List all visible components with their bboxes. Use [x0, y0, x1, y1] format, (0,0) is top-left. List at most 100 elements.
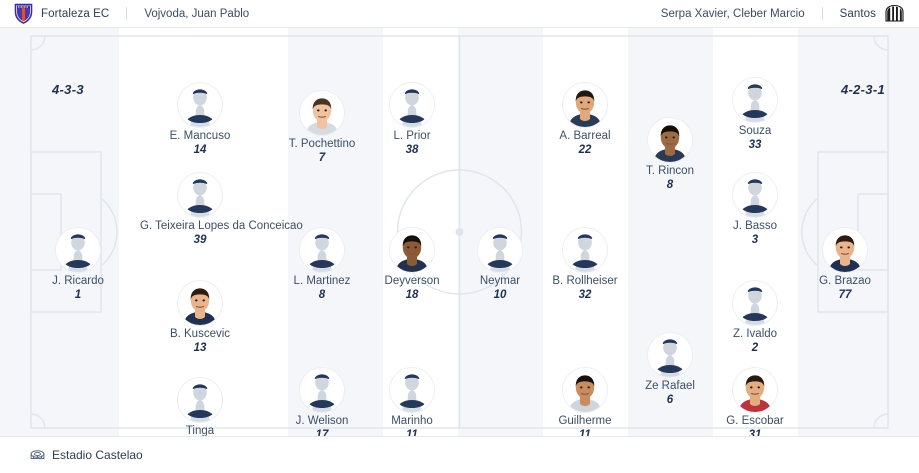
player-number: 11	[579, 429, 591, 436]
player-silhouette-icon	[733, 173, 777, 217]
player-name: L. Martinez	[293, 275, 351, 287]
player-card[interactable]: Ze Rafael 6	[610, 333, 730, 407]
player-name: B. Kuscevic	[169, 328, 231, 340]
player-name: T. Rincon	[646, 165, 694, 177]
player-card[interactable]: E. Mancuso 14	[140, 83, 260, 157]
player-card[interactable]: Guilherme 11	[525, 368, 645, 436]
player-name: G. Escobar	[726, 415, 784, 427]
player-name: Tinga	[185, 425, 215, 436]
player-number: 8	[318, 289, 326, 301]
player-photo	[563, 83, 607, 127]
header-divider-left	[126, 7, 128, 20]
player-silhouette-icon	[390, 368, 434, 412]
player-number: 38	[405, 144, 419, 156]
player-number: 2	[751, 342, 759, 354]
player-silhouette-icon	[648, 333, 692, 377]
player-name: Z. Ivaldo	[732, 328, 778, 340]
home-coach-name: Vojvoda, Juan Pablo	[144, 7, 250, 20]
santos-crest-icon	[884, 4, 905, 23]
player-card[interactable]: B. Rollheiser 32	[525, 228, 645, 302]
player-name: Ze Rafael	[645, 380, 695, 392]
player-name: Marinho	[391, 415, 433, 427]
player-number: 18	[405, 289, 419, 301]
player-name: Guilherme	[558, 415, 612, 427]
player-card[interactable]: B. Kuscevic 13	[140, 281, 260, 355]
home-team-name: Fortaleza EC	[41, 7, 110, 20]
player-card[interactable]: T. Pochettino 7	[262, 91, 382, 165]
player-photo	[390, 228, 434, 272]
player-card[interactable]: J. Basso 3	[695, 173, 815, 247]
player-number: 1	[74, 289, 82, 301]
player-card[interactable]: Neymar 10	[440, 228, 560, 302]
player-photo	[178, 281, 222, 325]
away-team-name: Santos	[839, 7, 876, 20]
player-number: 32	[578, 289, 592, 301]
player-silhouette-icon	[300, 228, 344, 272]
player-card[interactable]: T. Rincon 8	[610, 118, 730, 192]
player-name: J. Ricardo	[52, 275, 104, 287]
player-number: 10	[493, 289, 507, 301]
player-card[interactable]: G. Teixeira Lopes da Conceicao 39	[140, 173, 303, 247]
player-card[interactable]: Souza 33	[695, 78, 815, 152]
away-coach-name: Serpa Xavier, Cleber Marcio	[660, 7, 805, 20]
pitch: 4-3-3 4-2-3-1 J. Ricardo 1 E. Mancuso 14 G. …	[0, 28, 919, 436]
player-name: A. Barreal	[559, 130, 611, 142]
player-silhouette-icon	[56, 228, 100, 272]
venue-name: Estadio Castelao	[52, 448, 143, 462]
player-name: G. Brazao	[819, 275, 871, 287]
player-silhouette-icon	[300, 368, 344, 412]
lineup-header: Fortaleza EC Vojvoda, Juan Pablo Serpa X…	[0, 0, 919, 28]
player-number: 8	[666, 179, 674, 191]
venue-bar: Estadio Castelao	[0, 436, 919, 473]
player-number: 6	[666, 394, 674, 406]
player-card[interactable]: G. Escobar 31	[695, 368, 815, 436]
player-number: 13	[193, 342, 207, 354]
player-photo	[563, 368, 607, 412]
fortaleza-crest-icon	[14, 3, 33, 24]
player-name: J. Welison	[295, 415, 349, 427]
player-card[interactable]: J. Welison 17	[262, 368, 382, 436]
player-photo	[300, 91, 344, 135]
player-card[interactable]: L. Prior 38	[352, 83, 472, 157]
player-name: G. Teixeira Lopes da Conceicao	[140, 220, 303, 232]
player-card[interactable]: Deyverson 18	[352, 228, 472, 302]
player-silhouette-icon	[178, 173, 222, 217]
player-card[interactable]: A. Barreal 22	[525, 83, 645, 157]
away-team-block[interactable]: Serpa Xavier, Cleber Marcio Santos	[661, 4, 905, 23]
player-number: 22	[578, 144, 592, 156]
player-number: 11	[406, 429, 418, 436]
player-photo	[823, 228, 867, 272]
header-divider-right	[821, 7, 823, 20]
player-silhouette-icon	[178, 378, 222, 422]
player-number: 17	[315, 429, 329, 436]
player-name: Souza	[738, 125, 772, 137]
player-name: Deyverson	[384, 275, 440, 287]
player-card[interactable]: G. Brazao 77	[785, 228, 905, 302]
player-card[interactable]: L. Martinez 8	[262, 228, 382, 302]
player-name: L. Prior	[393, 130, 431, 142]
player-card[interactable]: Z. Ivaldo 2	[695, 281, 815, 355]
player-photo	[648, 118, 692, 162]
player-card[interactable]: Marinho 11	[352, 368, 472, 436]
player-name: Neymar	[479, 275, 521, 287]
player-photo	[733, 368, 777, 412]
player-card[interactable]: Tinga2	[140, 378, 260, 436]
player-name: E. Mancuso	[169, 130, 231, 142]
pitch-stripe	[0, 28, 119, 436]
player-number: 3	[751, 234, 759, 246]
stadium-icon	[30, 449, 45, 462]
player-silhouette-icon	[478, 228, 522, 272]
player-name: J. Basso	[732, 220, 778, 232]
player-number: 33	[748, 139, 762, 151]
player-number: 7	[318, 152, 326, 164]
home-formation-label: 4-3-3	[52, 82, 84, 97]
player-name: T. Pochettino	[288, 138, 356, 150]
player-name: B. Rollheiser	[552, 275, 618, 287]
away-formation-label: 4-2-3-1	[840, 82, 885, 97]
player-number: 14	[193, 144, 207, 156]
player-card[interactable]: J. Ricardo 1	[18, 228, 138, 302]
home-team-block[interactable]: Fortaleza EC Vojvoda, Juan Pablo	[14, 3, 249, 24]
player-silhouette-icon	[733, 281, 777, 325]
player-number: 77	[838, 289, 852, 301]
